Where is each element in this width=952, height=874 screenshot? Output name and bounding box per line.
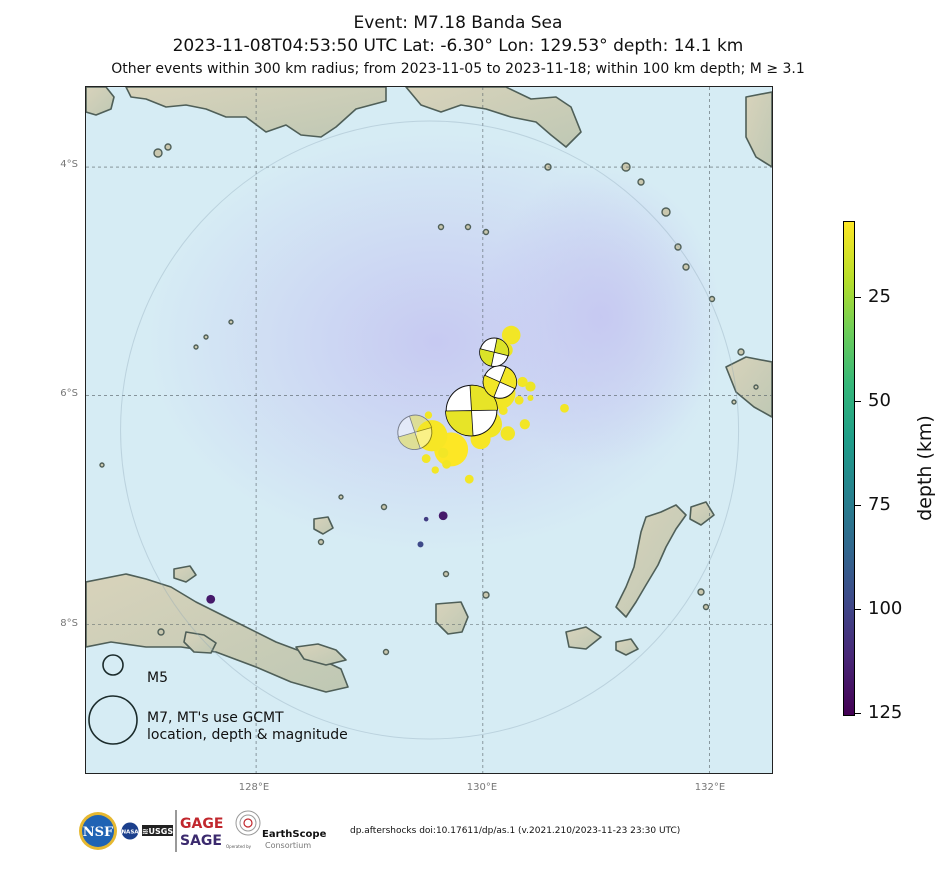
footer-citation: dp.aftershocks doi:10.17611/dp/as.1 (v.2… — [350, 826, 681, 836]
lon-tick-130e: 130°E — [466, 782, 498, 793]
svg-text:EarthScope: EarthScope — [262, 829, 327, 840]
lon-tick-132e: 132°E — [694, 782, 726, 793]
lon-tick-128e: 128°E — [238, 782, 270, 793]
nsf-logo: NSF — [79, 812, 117, 850]
land-southwest-isles — [295, 643, 347, 666]
nasa-logo: NASA — [121, 822, 139, 840]
event-marker-23[interactable] — [417, 541, 424, 548]
colorbar-tick-25: 25 — [868, 286, 891, 307]
deep-basin-east — [481, 167, 721, 467]
legend-m5-label: M5 — [147, 670, 168, 686]
colorbar-tick-75: 75 — [868, 494, 891, 515]
land-timor — [86, 573, 349, 693]
event-details: 2023-11-08T04:53:50 UTC Lat: -6.30° Lon:… — [172, 36, 744, 56]
focal-mechanism-0[interactable] — [440, 379, 503, 441]
search-radius-circle — [120, 120, 740, 740]
colorbar-tick-100: 100 — [868, 598, 903, 619]
land-babar — [435, 601, 469, 635]
search-criteria: Other events within 300 km radius; from … — [111, 61, 805, 77]
event-marker-5[interactable] — [501, 325, 521, 345]
event-marker-9[interactable] — [519, 419, 530, 430]
land-moa — [615, 638, 639, 656]
event-marker-7[interactable] — [517, 376, 528, 388]
land-tanimbar-north — [689, 501, 715, 526]
gage-logo: GAGE — [180, 816, 223, 832]
legend-m7-circle — [88, 695, 138, 745]
land-damar — [313, 516, 334, 535]
legend-m5-circle — [102, 654, 124, 676]
depth-colorbar — [843, 221, 855, 716]
event-marker-22[interactable] — [423, 516, 429, 522]
colorbar-tick-125: 125 — [868, 702, 903, 723]
land-seram-east — [405, 87, 582, 148]
land-papua — [745, 91, 772, 168]
event-marker-12[interactable] — [514, 395, 524, 405]
svg-text:≋USGS: ≋USGS — [142, 827, 174, 836]
focal-mechanisms — [391, 337, 519, 456]
lat-tick-4s: 4°S — [60, 159, 78, 170]
land-wetar — [183, 631, 217, 654]
usgs-logo: ≋USGS — [142, 825, 174, 836]
svg-text:Operated by: Operated by — [226, 844, 252, 849]
event-marker-19[interactable] — [431, 466, 439, 474]
lat-tick-6s: 6°S — [60, 388, 78, 399]
event-marker-17[interactable] — [421, 454, 431, 463]
focal-mechanism-1[interactable] — [480, 363, 519, 401]
map-canvas[interactable] — [86, 87, 772, 773]
svg-text:NSF: NSF — [83, 825, 114, 840]
svg-text:Consortium: Consortium — [265, 841, 311, 850]
focal-mechanism-2[interactable] — [479, 337, 510, 367]
event-marker-21[interactable] — [438, 511, 448, 521]
landmasses — [86, 87, 772, 693]
land-serua — [173, 565, 197, 583]
event-title: Event: M7.18 Banda Sea — [353, 13, 563, 33]
event-marker-8[interactable] — [525, 381, 536, 392]
colorbar-title: depth (km) — [914, 415, 936, 521]
logo-strip: NSF NASA ≋USGS GAGE SAGE EarthScope Cons… — [76, 806, 336, 860]
event-marker-16[interactable] — [438, 447, 449, 458]
legend-m7-sublabel: location, depth & magnitude — [147, 727, 348, 743]
sage-logo: SAGE — [180, 833, 222, 849]
land-yamdena — [615, 504, 687, 618]
size-legend — [88, 654, 138, 745]
lat-tick-8s: 8°S — [60, 618, 78, 629]
event-marker-11[interactable] — [498, 406, 508, 415]
legend-m7-label: M7, MT's use GCMT — [147, 710, 284, 726]
colorbar-tick-50: 50 — [868, 390, 891, 411]
event-marker-18[interactable] — [442, 459, 451, 469]
map-panel[interactable] — [85, 86, 773, 774]
event-marker-15[interactable] — [424, 411, 433, 419]
focal-mechanism-3[interactable] — [391, 409, 438, 456]
event-marker-20[interactable] — [464, 474, 474, 484]
land-buru — [86, 87, 115, 116]
event-marker-3[interactable] — [416, 420, 448, 452]
event-marker-10[interactable] — [500, 426, 516, 441]
land-leti — [565, 626, 602, 650]
svg-text:NASA: NASA — [121, 830, 139, 836]
land-aru-coast — [725, 356, 772, 418]
event-marker-24[interactable] — [206, 594, 216, 604]
earthscope-logo: EarthScope Consortium Operated by — [226, 810, 327, 850]
event-marker-14[interactable] — [560, 403, 569, 413]
event-marker-13[interactable] — [527, 394, 534, 401]
